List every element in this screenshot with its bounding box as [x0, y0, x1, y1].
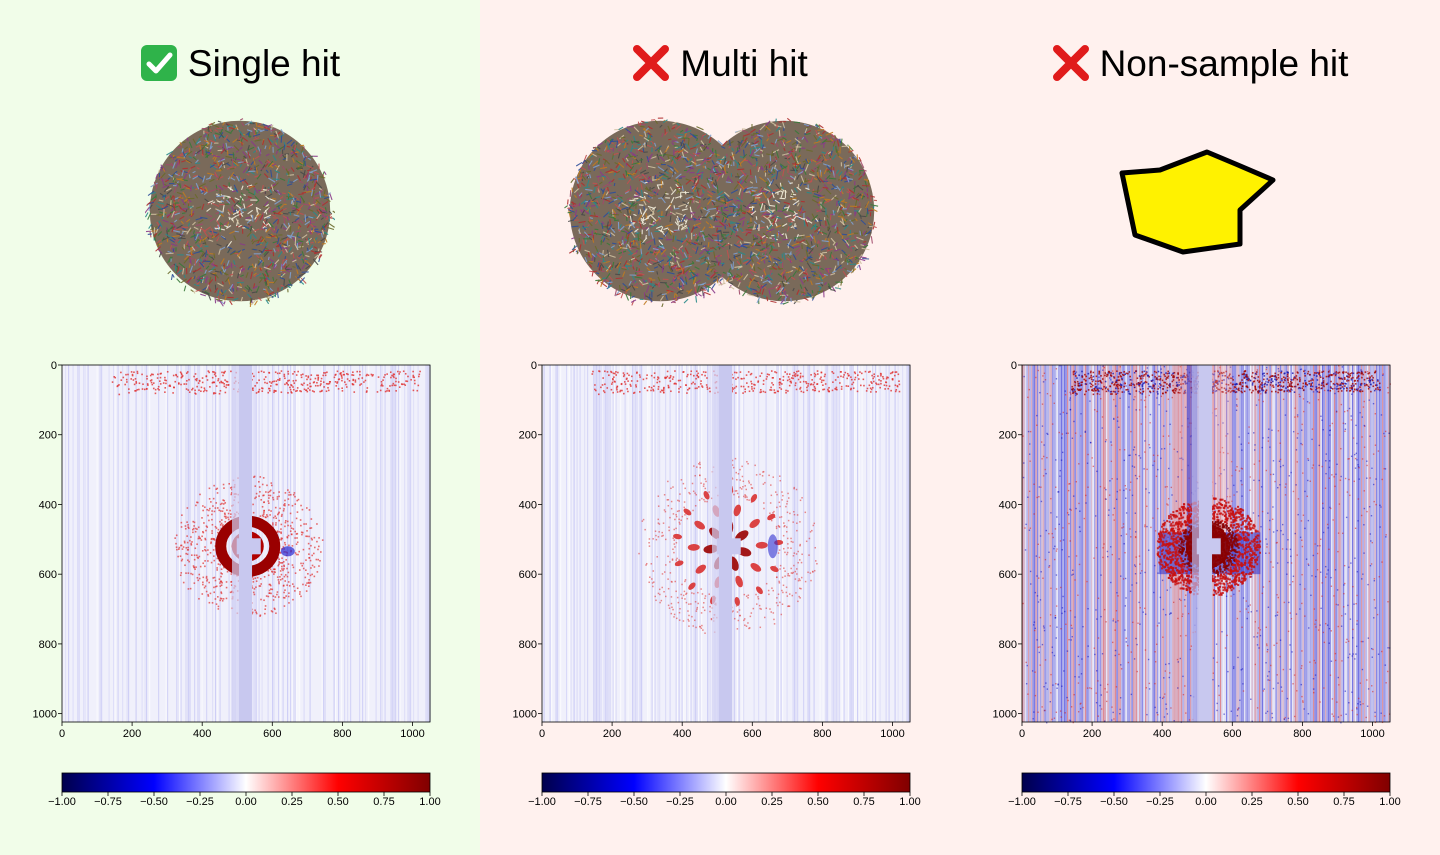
colorbar-tick-label: 0.25 [1241, 796, 1262, 808]
single-particle-image [145, 118, 335, 307]
colorbar-tick-label: 0.50 [1287, 796, 1308, 808]
panel-title: Single hit [0, 40, 480, 88]
colorbar-tick-label: 0.00 [235, 796, 256, 808]
y-tick-label: 600 [39, 569, 57, 581]
single-hit-panel: Single hit 0 200 400 600 800 1000 0 200 400 600 80… [0, 0, 480, 855]
colorbar-tick-label: −0.75 [94, 796, 122, 808]
panel-title-text: Non-sample hit [1099, 43, 1349, 84]
colorbar: −1.00 −0.75 −0.50 −0.25 0.00 0.25 0.50 0.75 1.00 [48, 772, 441, 808]
colorbar-tick-label: 0.50 [327, 796, 348, 808]
panel-title-text: Multi hit [680, 43, 808, 84]
colorbar-tick-label: 0.50 [807, 796, 828, 808]
colorbar-tick-label: −0.50 [620, 796, 648, 808]
x-tick-label: 200 [1083, 728, 1101, 740]
panel-title-text: Single hit [187, 43, 341, 84]
x-tick-label: 0 [59, 728, 65, 740]
multi-hit-panel: Multi hit 0 200 400 600 800 1000 0 200 400 600 800… [480, 0, 960, 855]
colorbar-tick-label: 0.25 [761, 796, 782, 808]
x-tick-label: 200 [123, 728, 141, 740]
check-mark-icon [140, 44, 178, 82]
x-tick-label: 400 [673, 728, 691, 740]
y-tick-label: 200 [519, 430, 537, 442]
y-tick-label: 400 [999, 499, 1017, 511]
colorbar: −1.00 −0.75 −0.50 −0.25 0.00 0.25 0.50 0.75 1.00 [1008, 772, 1401, 808]
colorbar-tick-label: 0.75 [853, 796, 874, 808]
y-tick-label: 1000 [513, 709, 537, 721]
x-tick-label: 600 [1223, 728, 1241, 740]
colorbar-tick-label: −1.00 [48, 796, 76, 808]
y-tick-label: 800 [519, 639, 537, 651]
colorbar-tick-label: −0.25 [186, 796, 214, 808]
colorbar-tick-label: 0.75 [1333, 796, 1354, 808]
cross-mark-icon [632, 44, 670, 82]
y-tick-label: 400 [39, 499, 57, 511]
non-sample-hit-panel: Non-sample hit 0 200 400 600 800 1000 0 200 400 6… [960, 0, 1440, 855]
colorbar-tick-label: 1.00 [419, 796, 440, 808]
double-particle-image [564, 117, 879, 307]
colorbar-tick-label: 1.00 [899, 796, 920, 808]
colorbar-tick-label: −1.00 [1008, 796, 1036, 808]
colorbar-tick-label: −1.00 [528, 796, 556, 808]
colorbar-tick-label: 0.00 [1195, 796, 1216, 808]
x-tick-label: 400 [193, 728, 211, 740]
colorbar-tick-label: −0.50 [1100, 796, 1128, 808]
y-tick-label: 200 [39, 430, 57, 442]
y-tick-label: 0 [1011, 360, 1017, 372]
virus-particle-right [685, 117, 879, 305]
cross-mark-icon [1052, 44, 1090, 82]
colorbar-tick-label: −0.25 [1146, 796, 1174, 808]
x-tick-label: 400 [1153, 728, 1171, 740]
x-tick-label: 800 [333, 728, 351, 740]
colorbar-gradient [541, 772, 911, 793]
colorbar-tick-label: −0.75 [1054, 796, 1082, 808]
x-tick-label: 1000 [1360, 728, 1384, 740]
panel-title: Multi hit [480, 40, 960, 88]
y-tick-label: 1000 [993, 709, 1017, 721]
x-tick-label: 600 [743, 728, 761, 740]
virus-particle [145, 118, 335, 307]
x-tick-label: 800 [1293, 728, 1311, 740]
non-sample-blob-image [1119, 149, 1276, 255]
y-tick-label: 800 [999, 639, 1017, 651]
x-tick-label: 600 [263, 728, 281, 740]
colorbar-tick-label: −0.50 [140, 796, 168, 808]
y-tick-label: 600 [519, 569, 537, 581]
colorbar-tick-label: 1.00 [1379, 796, 1400, 808]
panel-title: Non-sample hit [960, 40, 1440, 88]
y-tick-label: 1000 [33, 709, 57, 721]
colorbar-tick-label: 0.75 [373, 796, 394, 808]
colorbar-tick-label: −0.25 [666, 796, 694, 808]
y-tick-label: 800 [39, 639, 57, 651]
x-tick-label: 800 [813, 728, 831, 740]
y-tick-label: 0 [51, 360, 57, 372]
colorbar-gradient [61, 772, 431, 793]
colorbar-tick-label: 0.25 [281, 796, 302, 808]
x-tick-label: 200 [603, 728, 621, 740]
colorbar-tick-label: −0.75 [574, 796, 602, 808]
colorbar-tick-label: 0.00 [715, 796, 736, 808]
x-tick-label: 0 [1019, 728, 1025, 740]
x-tick-label: 1000 [400, 728, 424, 740]
y-tick-label: 200 [999, 430, 1017, 442]
colorbar: −1.00 −0.75 −0.50 −0.25 0.00 0.25 0.50 0.75 1.00 [528, 772, 921, 808]
colorbar-gradient [1021, 772, 1391, 793]
x-tick-label: 0 [539, 728, 545, 740]
y-tick-label: 600 [999, 569, 1017, 581]
y-tick-label: 0 [531, 360, 537, 372]
y-tick-label: 400 [519, 499, 537, 511]
x-tick-label: 1000 [880, 728, 904, 740]
